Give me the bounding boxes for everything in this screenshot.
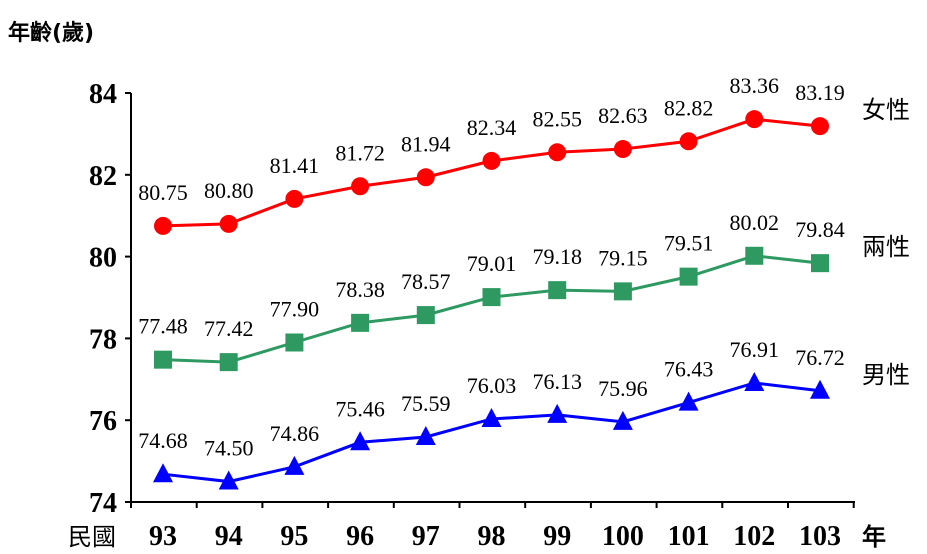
data-label: 75.96	[598, 376, 648, 401]
series-name-label: 兩性	[862, 233, 910, 261]
data-label: 77.48	[138, 314, 188, 339]
y-tick-label: 82	[89, 161, 117, 192]
data-label: 82.34	[467, 115, 517, 140]
data-point	[613, 140, 632, 159]
data-label: 80.02	[730, 210, 780, 235]
data-point	[548, 281, 567, 300]
y-tick-label: 80	[89, 243, 117, 274]
axes	[125, 92, 855, 508]
x-tick-label: 97	[412, 521, 440, 552]
data-point	[482, 151, 501, 170]
x-axis-unit-label: 年	[862, 523, 886, 551]
y-tick-label: 84	[89, 79, 117, 110]
data-point	[481, 407, 502, 427]
x-axis-prefix-label: 民國	[68, 523, 116, 551]
data-label: 81.94	[401, 131, 451, 156]
x-tick-label: 103	[799, 521, 841, 552]
data-point	[547, 403, 568, 423]
data-label: 75.46	[335, 396, 385, 421]
data-label: 79.51	[664, 231, 714, 256]
data-label: 74.68	[138, 428, 188, 453]
y-tick-labels: 74 76 78 80 82 84	[89, 79, 117, 519]
data-point	[548, 143, 567, 162]
series-name-label: 男性	[862, 361, 910, 389]
data-point	[416, 306, 435, 325]
data-label: 83.19	[795, 80, 845, 105]
data-label: 83.36	[730, 73, 780, 98]
data-point	[285, 333, 304, 352]
data-label: 80.75	[138, 180, 188, 205]
data-point	[219, 214, 238, 233]
data-label: 79.01	[467, 251, 517, 276]
data-label: 81.72	[335, 140, 385, 165]
data-point	[416, 168, 435, 187]
data-point	[154, 216, 172, 235]
data-point	[744, 371, 765, 391]
x-tick-label: 98	[478, 521, 506, 552]
data-point	[745, 110, 764, 129]
x-tick-label: 99	[543, 521, 571, 552]
data-point	[678, 391, 699, 411]
data-point	[679, 267, 698, 286]
y-tick-label: 74	[89, 488, 117, 519]
data-point	[154, 350, 172, 369]
data-label: 79.18	[532, 244, 582, 269]
data-labels: 80.75 80.80 81.41 81.72 81.94 82.34 82.55 82.63…	[138, 73, 845, 460]
data-point	[415, 425, 436, 445]
data-point	[350, 431, 371, 451]
x-tick-label: 94	[215, 521, 243, 552]
data-point	[351, 313, 370, 332]
y-axis-title: 年齡(歲)	[8, 20, 94, 46]
data-point	[351, 177, 370, 196]
data-label: 76.91	[730, 337, 780, 362]
y-tick-label: 76	[89, 406, 117, 437]
x-tick-label: 100	[602, 521, 644, 552]
data-label: 74.86	[270, 421, 320, 446]
x-tick-label: 101	[668, 521, 710, 552]
data-label: 81.41	[270, 153, 320, 178]
data-label: 80.80	[204, 178, 254, 203]
data-point	[284, 455, 305, 475]
data-label: 77.90	[270, 296, 320, 321]
data-label: 78.57	[401, 269, 451, 294]
data-label: 79.84	[795, 217, 845, 242]
data-label: 82.55	[532, 106, 582, 131]
data-label: 78.38	[335, 277, 385, 302]
series-layer	[153, 110, 830, 490]
data-label: 82.63	[598, 103, 648, 128]
data-label: 76.72	[795, 345, 845, 370]
data-label: 77.42	[204, 316, 254, 341]
x-tick-label: 95	[280, 521, 308, 552]
data-point	[285, 189, 304, 208]
data-point	[219, 353, 238, 372]
data-point	[153, 463, 173, 483]
series-name-label: 女性	[862, 96, 910, 124]
data-point	[613, 282, 632, 301]
x-tick-label: 96	[346, 521, 374, 552]
data-label: 75.59	[401, 391, 451, 416]
x-tick-label: 93	[149, 521, 177, 552]
data-point	[218, 470, 239, 490]
x-tick-labels: 93 94 95 96 97 98 99 100 101 102 103	[149, 521, 841, 552]
data-point	[482, 288, 501, 307]
data-label: 79.15	[598, 245, 648, 270]
data-point	[810, 379, 830, 399]
data-point	[745, 246, 764, 265]
data-label: 74.50	[204, 436, 254, 461]
data-point	[811, 254, 829, 273]
data-point	[811, 117, 829, 136]
x-tick-label: 102	[733, 521, 775, 552]
data-label: 76.13	[532, 369, 582, 394]
data-point	[679, 132, 698, 151]
data-label: 76.03	[467, 373, 517, 398]
data-label: 76.43	[664, 357, 714, 382]
data-label: 82.82	[664, 95, 714, 120]
y-tick-label: 78	[89, 324, 117, 355]
data-point	[612, 410, 633, 430]
